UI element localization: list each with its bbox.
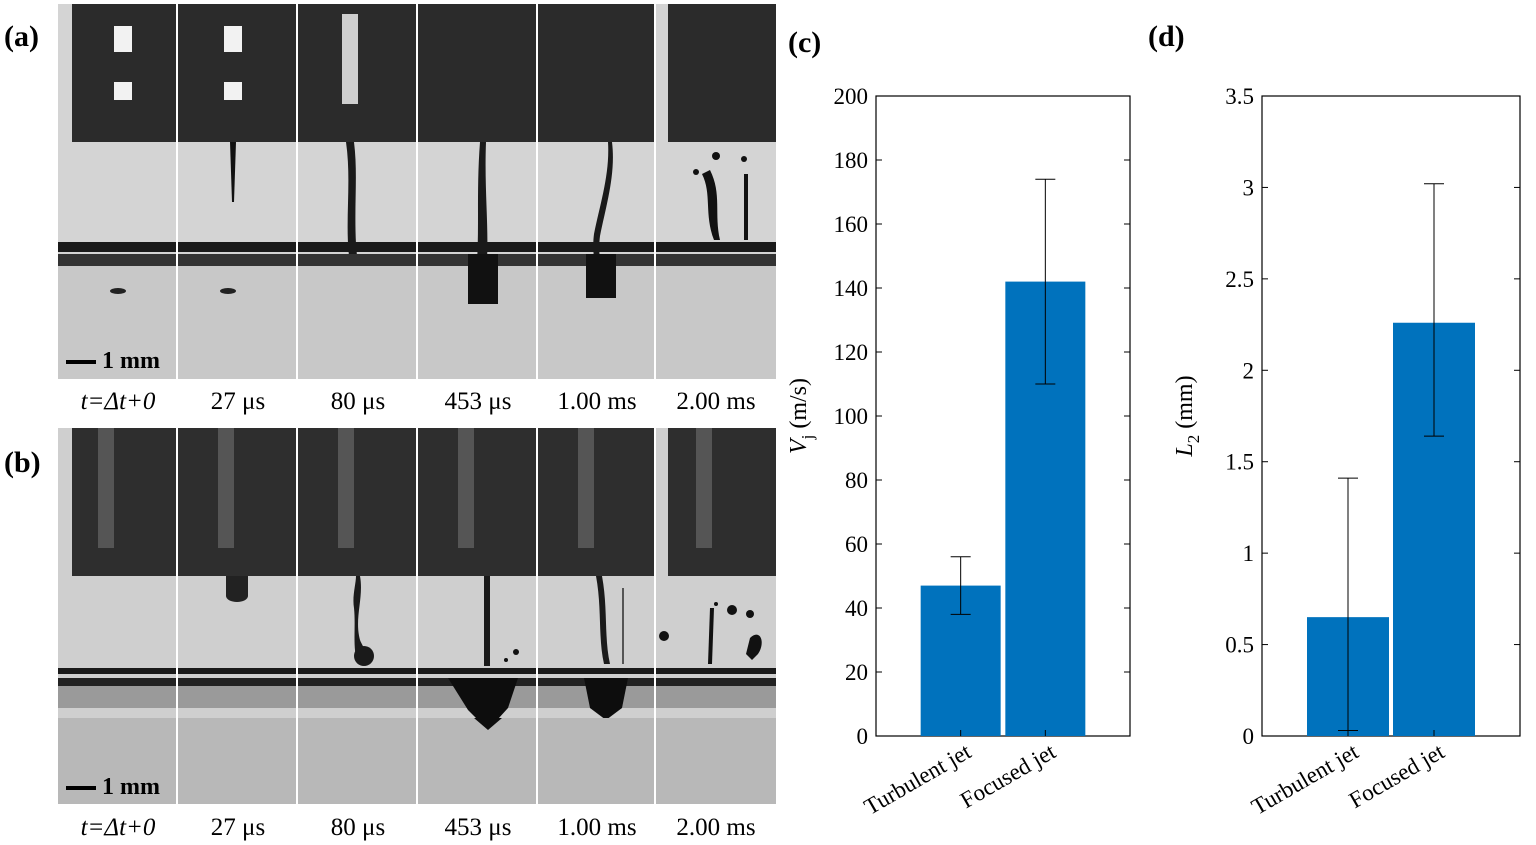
high-speed-frame-image [178,4,296,379]
frame-a-6 [656,4,776,379]
y-tick-label: 140 [834,276,869,301]
y-tick-label: 1.5 [1225,450,1254,475]
y-tick-label: 3 [1243,175,1255,200]
frame-a-2 [178,4,298,379]
y-tick-label: 40 [845,596,868,621]
image-strip-b [58,428,776,804]
time-label: 453 μs [444,814,512,841]
y-tick-label: 0.5 [1225,633,1254,658]
high-speed-frame-image [538,4,654,379]
time-label: 1.00 ms [557,388,637,415]
y-tick-label: 160 [834,212,869,237]
y-axis-label: L2 (mm) [1172,375,1203,457]
y-axis-label: Vj (m/s) [786,378,817,454]
time-labels-b: t=Δt+0 27 μs 80 μs 453 μs 1.00 ms 2.00 m… [58,814,776,842]
frame-a-3 [298,4,418,379]
panel-label-c: (c) [788,26,822,59]
x-tick-label: Turbulent jet [860,738,976,819]
time-label: t=Δt+0 [80,814,156,841]
frame-a-1 [58,4,178,379]
high-speed-frame-image [178,428,296,804]
scale-bar-label: 1 mm [102,348,160,374]
frame-a-5 [538,4,656,379]
time-label: 27 μs [210,388,266,415]
panel-label-a: (a) [4,20,39,53]
y-tick-label: 180 [834,148,869,173]
time-label: 453 μs [444,388,512,415]
y-tick-label: 200 [834,84,869,109]
image-strip-a [58,4,776,379]
high-speed-frame-image [298,428,416,804]
high-speed-frame-image [656,4,776,379]
y-tick-label: 0 [1243,724,1255,749]
time-label: 2.00 ms [676,388,756,415]
y-tick-label: 20 [845,660,868,685]
time-label: 80 μs [330,814,386,841]
frame-b-1 [58,428,178,804]
time-labels-a: t=Δt+0 27 μs 80 μs 453 μs 1.00 ms 2.00 m… [58,388,776,416]
frame-b-4 [418,428,538,804]
time-label: 27 μs [210,814,266,841]
y-tick-label: 0 [857,724,869,749]
y-tick-label: 1 [1243,541,1255,566]
plot-frame [875,95,1131,737]
scale-bar-line [66,785,96,790]
high-speed-frame-image [418,428,536,804]
scale-bar-label: 1 mm [102,774,160,800]
high-speed-frame-image [58,428,176,804]
frame-b-3 [298,428,418,804]
y-tick-label: 2 [1243,358,1255,383]
scale-bar-b: 1 mm [66,774,160,801]
y-tick-label: 100 [834,404,869,429]
high-speed-frame-image [418,4,536,379]
y-tick-label: 120 [834,340,869,365]
high-speed-frame-image [538,428,654,804]
time-label: t=Δt+0 [80,388,156,415]
x-tick-label: Focused jet [956,738,1060,813]
x-tick-label: Turbulent jet [1247,738,1363,819]
frame-a-4 [418,4,538,379]
y-tick-label: 2.5 [1225,267,1254,292]
frame-b-5 [538,428,656,804]
plot-frame [1261,95,1521,737]
time-label: 2.00 ms [676,814,756,841]
high-speed-frame-image [58,4,176,379]
y-tick-label: 80 [845,468,868,493]
x-tick-label: Focused jet [1345,738,1449,813]
bar-chart-c: 0 20 40 60 80 100 120 140 160 180 200 Turbulent jet… [786,84,1131,820]
scale-bar-a: 1 mm [66,348,160,375]
frame-b-6 [656,428,776,804]
scale-bar-line [66,359,96,364]
y-tick-label: 3.5 [1225,84,1254,109]
panel-label-d: (d) [1148,20,1185,53]
y-tick-label: 60 [845,532,868,557]
time-label: 80 μs [330,388,386,415]
panel-label-b: (b) [4,446,41,479]
frame-b-2 [178,428,298,804]
high-speed-frame-image [656,428,776,804]
high-speed-frame-image [298,4,416,379]
time-label: 1.00 ms [557,814,637,841]
